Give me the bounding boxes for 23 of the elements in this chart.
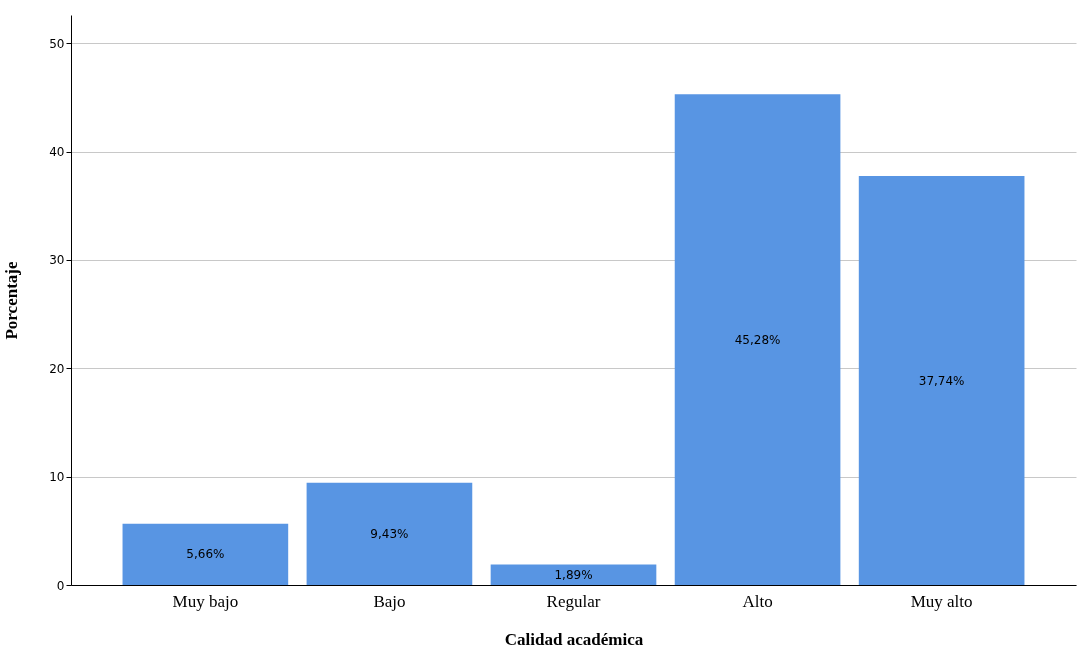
bar — [122, 523, 289, 585]
y-tick-label: 10 — [49, 470, 65, 485]
y-tick-label: 0 — [56, 578, 65, 593]
y-tick-label: 30 — [49, 253, 65, 268]
x-tick-label: Muy alto — [910, 591, 973, 611]
data-label: 45,28% — [734, 332, 781, 347]
bar — [306, 482, 473, 585]
data-label: 1,89% — [554, 567, 593, 582]
bar — [674, 94, 841, 585]
data-label: 9,43% — [370, 526, 409, 541]
data-label: 37,74% — [918, 373, 965, 388]
y-tick-label: 50 — [49, 36, 65, 51]
y-tick-label: 20 — [49, 361, 65, 376]
bar — [858, 176, 1025, 585]
x-tick-label: Regular — [546, 591, 601, 611]
x-tick-label: Bajo — [373, 591, 406, 611]
x-tick-label: Muy bajo — [172, 591, 239, 611]
x-axis-title: Calidad académica — [504, 629, 644, 649]
y-tick-label: 40 — [49, 145, 65, 160]
x-tick-label: Alto — [742, 591, 773, 611]
data-label: 5,66% — [186, 547, 225, 562]
bar — [490, 564, 657, 585]
y-axis-title: Porcentaje — [2, 261, 22, 340]
